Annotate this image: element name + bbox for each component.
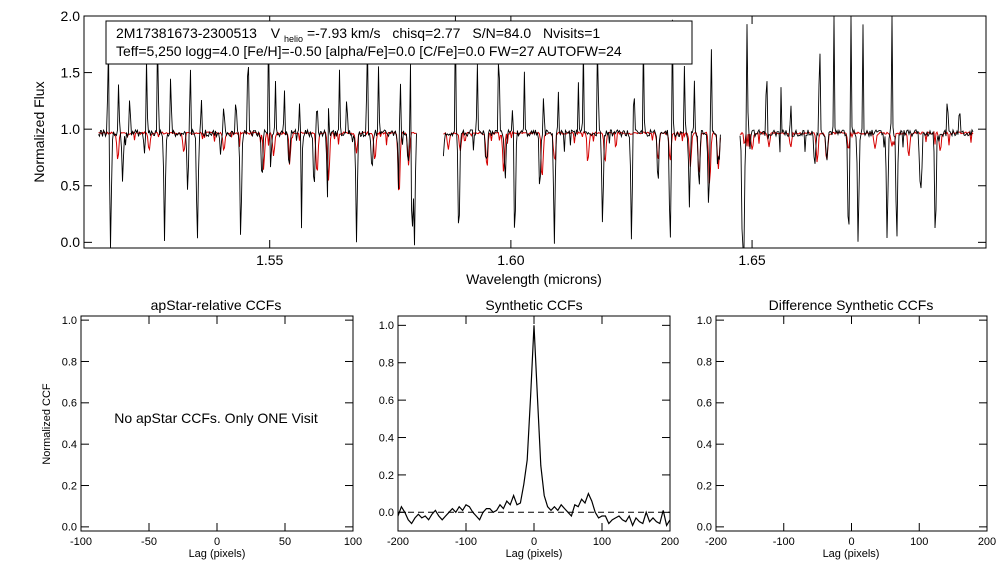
spectrum-frame <box>83 15 987 249</box>
difference-ccf-ytick-label: 1.0 <box>697 315 712 327</box>
synthetic-ccf-xtick-label: -200 <box>387 536 409 548</box>
header-snr: S/N=84.0 <box>472 25 531 41</box>
synthetic-ccf-xtick-label: -100 <box>455 536 477 548</box>
synthetic-ccf-ytick-label: 1.0 <box>379 320 394 332</box>
spectrum-lines <box>98 15 974 249</box>
difference-ccf-ytick-label: 0.4 <box>697 439 712 451</box>
synthetic-ccf-xtick-label: 0 <box>531 536 537 548</box>
spectrum-xtick-label: 1.60 <box>497 252 524 268</box>
synthetic-ccf-xtick-label: 200 <box>661 536 679 548</box>
observed-spectrum-line <box>739 15 974 249</box>
synthetic-ccf-title: Synthetic CCFs <box>485 297 582 313</box>
apstar-ccf-panel: apStar-relative CCFs -100 -50 0 50 100 0.0 0.2… <box>41 297 362 560</box>
synthetic-ccf-xtick-label: 100 <box>593 536 611 548</box>
apstar-ccf-title: apStar-relative CCFs <box>151 297 282 313</box>
spectrum-ytick-label: 1.5 <box>61 64 81 80</box>
difference-ccf-ytick-label: 0.6 <box>697 398 712 410</box>
difference-ccf-title: Difference Synthetic CCFs <box>769 297 934 313</box>
difference-ccf-xtick-label: 0 <box>848 536 854 548</box>
observed-spectrum-line <box>442 15 721 244</box>
header-chisq: chisq=2.77 <box>392 25 460 41</box>
header-vhelio-value: =-7.93 km/s <box>307 25 381 41</box>
header-box <box>105 20 693 65</box>
synthetic-ccf-line <box>397 325 671 527</box>
synthetic-ccf-ticks: -200 -100 0 100 200 0.0 0.2 0.4 0.6 0.8 1.0 <box>379 316 679 548</box>
difference-ccf-xtick-label: -100 <box>773 536 795 548</box>
observed-spectrum-line <box>98 29 417 249</box>
difference-ccf-ticks: -200 -100 0 100 200 0.0 0.2 0.4 0.6 0.8 1.0 <box>697 315 996 548</box>
spectrum-ylabel: Normalized Flux <box>31 81 47 182</box>
spectrum-xtick-label: 1.55 <box>256 252 283 268</box>
header-star-id: 2M17381673-2300513 <box>116 25 257 41</box>
spectrum-ytick-label: 2.0 <box>61 8 81 24</box>
apstar-ccf-ytick-label: 0.8 <box>62 356 77 368</box>
apstar-ccf-ticks: -100 -50 0 50 100 0.0 0.2 0.4 0.6 0.8 1.0 <box>62 315 362 548</box>
apstar-ccf-ytick-label: 0.0 <box>62 522 77 534</box>
difference-ccf-xtick-label: 200 <box>978 536 996 548</box>
model-spectrum-line <box>98 130 417 191</box>
synthetic-ccf-xlabel: Lag (pixels) <box>506 548 563 560</box>
synthetic-ccf-panel: Synthetic CCFs -200 -100 0 100 200 0.0 0.2 0.4 0… <box>379 297 679 560</box>
synthetic-ccf-lines <box>397 325 671 527</box>
apstar-ccf-xtick-label: -100 <box>70 536 92 548</box>
difference-ccf-xtick-label: 100 <box>910 536 928 548</box>
synthetic-ccf-ytick-label: 0.8 <box>379 358 394 370</box>
apstar-ccf-ytick-label: 0.2 <box>62 480 77 492</box>
apstar-ccf-xtick-label: 100 <box>344 536 362 548</box>
apstar-ccf-message: No apStar CCFs. Only ONE Visit <box>114 410 318 426</box>
spectrum-ytick-label: 0.0 <box>61 234 81 250</box>
spectrum-ticks: 1.55 1.60 1.65 0.0 0.5 1.0 1.5 2.0 <box>61 8 986 268</box>
difference-ccf-xtick-label: -200 <box>705 536 727 548</box>
synthetic-ccf-ytick-label: 0.0 <box>379 507 394 519</box>
apstar-ccf-xtick-label: 0 <box>214 536 220 548</box>
apstar-ccf-xtick-label: 50 <box>279 536 291 548</box>
header-nvisits: Nvisits=1 <box>543 25 600 41</box>
difference-ccf-ytick-label: 0.0 <box>697 522 712 534</box>
spectrum-panel: 1.55 1.60 1.65 0.0 0.5 1.0 1.5 2.0 2M17381673-2… <box>31 8 987 287</box>
apstar-ccf-ytick-label: 0.6 <box>62 398 77 410</box>
header-line-2: Teff=5,250 logg=4.0 [Fe/H]=-0.50 [alpha/… <box>116 43 622 59</box>
apstar-ccf-xtick-label: -50 <box>141 536 157 548</box>
spectrum-xlabel: Wavelength (microns) <box>466 271 602 287</box>
synthetic-ccf-ytick-label: 0.2 <box>379 470 394 482</box>
apstar-ccf-ytick-label: 1.0 <box>62 315 77 327</box>
apstar-ccf-ytick-label: 0.4 <box>62 439 77 451</box>
difference-ccf-ytick-label: 0.8 <box>697 356 712 368</box>
synthetic-ccf-frame <box>397 315 671 532</box>
spectrum-ytick-label: 0.5 <box>61 178 81 194</box>
apstar-ccf-xlabel: Lag (pixels) <box>189 548 246 560</box>
difference-ccf-frame <box>715 315 988 532</box>
difference-ccf-panel: Difference Synthetic CCFs -200 -100 0 100 20… <box>697 297 996 560</box>
header-vhelio-sub: helio <box>284 34 303 44</box>
header-vhelio-label: V <box>271 25 281 41</box>
synthetic-ccf-ytick-label: 0.6 <box>379 395 394 407</box>
synthetic-ccf-ytick-label: 0.4 <box>379 432 394 444</box>
spectrum-ytick-label: 1.0 <box>61 121 81 137</box>
difference-ccf-ytick-label: 0.2 <box>697 480 712 492</box>
apstar-ccf-ylabel: Normalized CCF <box>41 383 53 465</box>
header-line-1: 2M17381673-2300513 V helio =-7.93 km/s c… <box>116 25 600 45</box>
difference-ccf-xlabel: Lag (pixels) <box>823 548 880 560</box>
spectrum-xtick-label: 1.65 <box>738 252 765 268</box>
